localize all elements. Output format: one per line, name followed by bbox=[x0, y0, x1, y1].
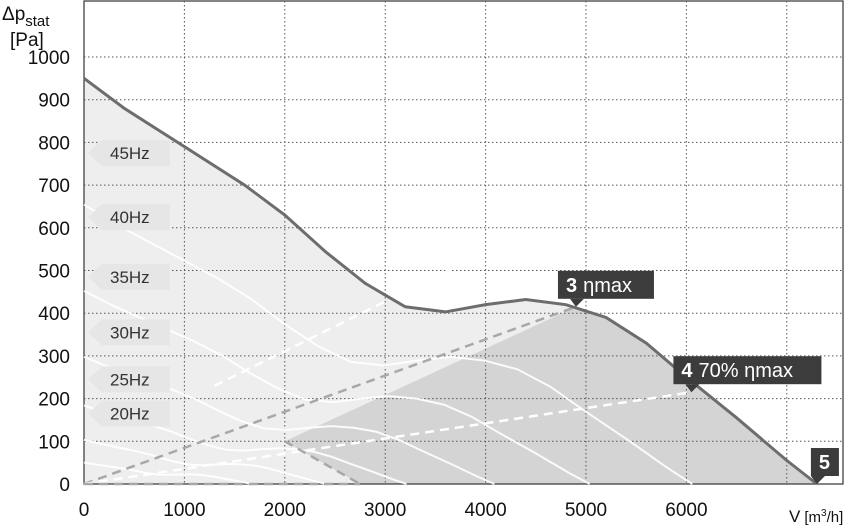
frequency-tag bbox=[88, 204, 170, 231]
frequency-tag bbox=[88, 140, 170, 167]
frequency-curve bbox=[83, 203, 693, 485]
x-tick-label: 6000 bbox=[665, 500, 707, 521]
efficiency-line-4 bbox=[83, 390, 692, 486]
frequency-tag bbox=[88, 319, 170, 346]
x-axis-label: V [m3/h] bbox=[789, 507, 843, 526]
point-marker-box bbox=[810, 448, 839, 476]
point-marker-label: 3 ηmax bbox=[566, 275, 632, 297]
point-marker-pointer bbox=[569, 298, 584, 307]
axis-ticks: 0 100 200 300 400 500 600 700 800 900 1000 0 1000 200… bbox=[28, 48, 708, 521]
y-tick-label: 900 bbox=[38, 91, 70, 112]
y-axis-unit: [Pa] bbox=[10, 30, 44, 51]
y-tick-label: 100 bbox=[38, 432, 70, 453]
y-tick-label: 400 bbox=[38, 304, 70, 325]
x-tick-label: 3000 bbox=[364, 500, 406, 521]
y-tick-label: 800 bbox=[38, 133, 70, 154]
point-marker-pointer bbox=[685, 384, 700, 393]
y-axis-label: Δpstat bbox=[2, 4, 50, 30]
point-number: 5 bbox=[819, 452, 830, 474]
frequency-label: 30Hz bbox=[110, 323, 150, 342]
y-tick-label: 1000 bbox=[28, 48, 70, 69]
point-marker-label: 4 70% ηmax bbox=[681, 360, 793, 382]
frequency-label: 20Hz bbox=[110, 405, 150, 424]
frequency-labels: 45Hz 40Hz 35Hz 30Hz 25Hz 20Hz bbox=[88, 140, 170, 427]
point-marker-pointer bbox=[810, 476, 825, 484]
x-tick-label: 0 bbox=[79, 500, 90, 521]
efficiency-line-3 bbox=[83, 305, 577, 486]
dark-fill-area bbox=[284, 306, 817, 484]
y-tick-label: 300 bbox=[38, 347, 70, 368]
x-tick-label: 1000 bbox=[163, 500, 205, 521]
frequency-label: 25Hz bbox=[110, 370, 150, 389]
point-number: 4 bbox=[681, 360, 693, 382]
frequency-tag bbox=[88, 263, 170, 290]
frequency-tag bbox=[88, 366, 170, 393]
point-marker-box bbox=[557, 270, 654, 299]
plot-frame bbox=[83, 0, 844, 485]
point-text: ηmax bbox=[583, 275, 632, 297]
frequency-label: 45Hz bbox=[110, 144, 150, 163]
point-marker-box bbox=[673, 356, 822, 385]
y-tick-label: 200 bbox=[38, 390, 70, 411]
frequency-curve bbox=[83, 289, 591, 485]
x-tick-label: 5000 bbox=[565, 500, 607, 521]
y-tick-label: 500 bbox=[38, 262, 70, 283]
y-tick-label: 0 bbox=[59, 475, 70, 496]
curve-fills bbox=[84, 78, 817, 484]
y-tick-label: 700 bbox=[38, 176, 70, 197]
frequency-label: 40Hz bbox=[110, 208, 150, 227]
point-marker-label: 5 bbox=[819, 452, 830, 474]
x-tick-label: 4000 bbox=[464, 500, 506, 521]
point-text: 70% ηmax bbox=[699, 360, 794, 382]
x-tick-label: 2000 bbox=[264, 500, 306, 521]
operating-points: 3 ηmax 4 70% ηmax 5 bbox=[557, 270, 839, 484]
point-number: 3 bbox=[566, 275, 577, 297]
efficiency-line-upper bbox=[213, 260, 467, 387]
y-tick-label: 600 bbox=[38, 219, 70, 240]
frequency-label: 35Hz bbox=[110, 268, 150, 287]
frequency-tag bbox=[88, 400, 170, 427]
efficiency-lines bbox=[83, 260, 692, 486]
frequency-curve bbox=[83, 461, 253, 485]
grid bbox=[83, 0, 844, 485]
